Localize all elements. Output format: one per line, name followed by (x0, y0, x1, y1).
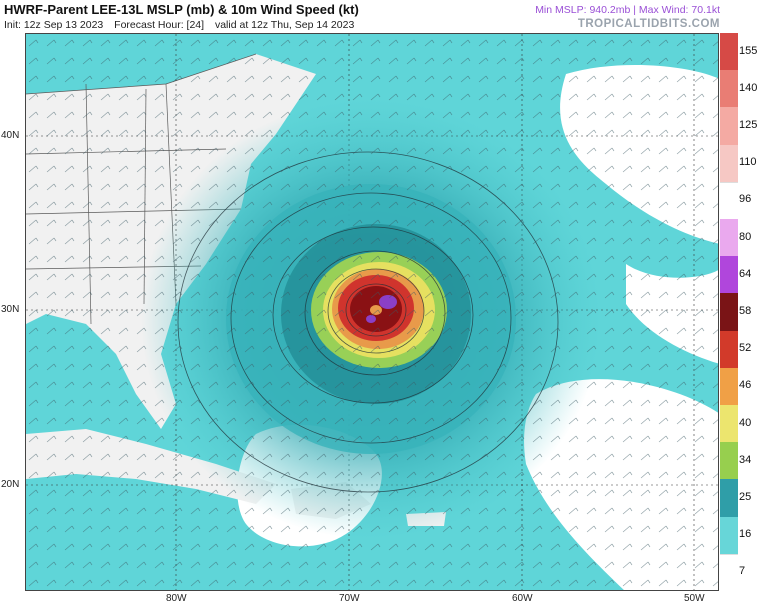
colorbar-segment (720, 405, 738, 443)
valid-time: valid at 12z Thu, Sep 14 2023 (214, 19, 355, 31)
lon-label-50w: 50W (684, 593, 705, 604)
colorbar-segment (720, 107, 738, 146)
colorbar-segment (720, 144, 738, 183)
colorbar-segment (720, 367, 738, 406)
colorbar-segment (720, 330, 738, 369)
colorbar-segment (720, 516, 738, 555)
colorbar-label: 140 (739, 81, 758, 94)
lon-label-60w: 60W (512, 593, 533, 604)
brand-logo[interactable]: TROPICALTIDBITS.COM (577, 18, 720, 30)
colorbar-segment (720, 256, 738, 294)
map-canvas (26, 34, 718, 590)
colorbar-label: 46 (739, 379, 752, 392)
colorbar-label: 110 (739, 156, 757, 169)
init-time: Init: 12z Sep 13 2023 (4, 19, 104, 31)
lat-label-30n: 30N (1, 304, 20, 315)
storm-stats: Min MSLP: 940.2mb | Max Wind: 70.1kt (535, 4, 720, 16)
colorbar-label: 96 (739, 193, 752, 206)
colorbar-label: 52 (739, 342, 752, 355)
colorbar-label: 64 (739, 267, 752, 280)
colorbar-label: 7 (739, 565, 746, 578)
lon-label-70w: 70W (339, 593, 360, 604)
colorbar-label: 40 (739, 416, 752, 429)
colorbar-segment (720, 181, 738, 221)
colorbar-segment (720, 479, 738, 518)
lon-label-80w: 80W (166, 593, 187, 604)
forecast-hour: Forecast Hour: [24] (114, 19, 205, 31)
colorbar-label: 25 (739, 491, 752, 503)
forecast-info: Init: 12z Sep 13 2023 Forecast Hour: [24… (4, 19, 362, 31)
colorbar-segment (720, 293, 738, 332)
colorbar-segment (720, 219, 738, 257)
colorbar-label: 34 (739, 453, 752, 466)
colorbar-label: 80 (739, 230, 752, 243)
wind-map[interactable] (25, 33, 719, 591)
colorbar-segment (720, 442, 738, 480)
colorbar-label: 16 (739, 528, 752, 541)
colorbar (720, 33, 738, 593)
lat-label-40n: 40N (1, 130, 20, 141)
colorbar-segment (720, 33, 738, 71)
colorbar-segment (720, 553, 738, 593)
map-title: HWRF-Parent LEE-13L MSLP (mb) & 10m Wind… (4, 2, 359, 17)
wind-barbs (26, 34, 718, 590)
lat-label-20n: 20N (1, 479, 20, 490)
colorbar-segment (720, 70, 738, 108)
colorbar-label: 155 (739, 44, 758, 57)
colorbar-label: 58 (739, 305, 752, 317)
colorbar-label: 125 (739, 119, 758, 131)
